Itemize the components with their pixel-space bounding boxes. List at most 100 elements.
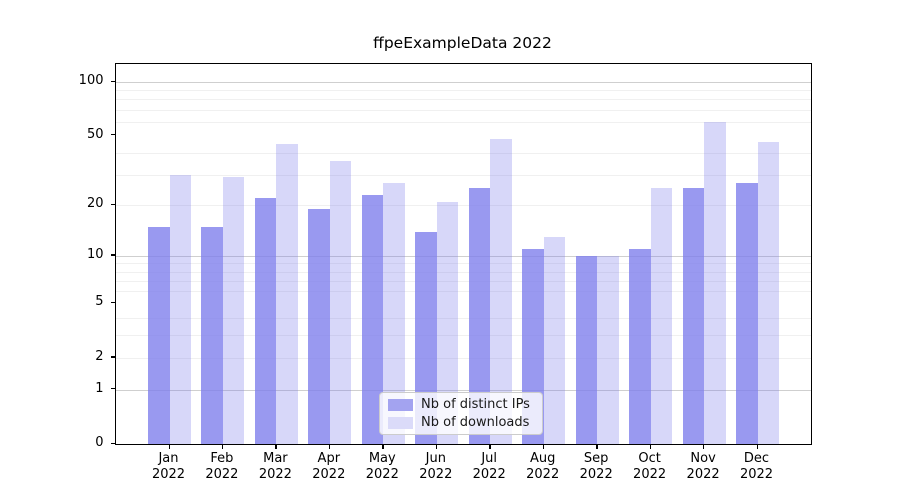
y-axis-tick-label: 20: [86, 196, 104, 212]
bar-distinct-ips-sep: [575, 255, 598, 444]
bar-downloads-feb: [222, 177, 245, 444]
y-axis-tick-mark: [110, 80, 115, 82]
minor-gridline: [116, 280, 811, 282]
x-tick-year: 2022: [686, 467, 720, 482]
x-axis-tick-mark: [275, 444, 277, 449]
x-axis-tick-label: Oct 2022: [620, 451, 680, 483]
legend-label-distinct-ips: Nb of distinct IPs: [421, 397, 530, 412]
x-axis-tick-label: Nov 2022: [673, 451, 733, 483]
bar-downloads-jul: [490, 138, 512, 444]
x-tick-month: Apr: [317, 451, 341, 466]
x-tick-year: 2022: [151, 467, 186, 482]
x-tick-year: 2022: [633, 467, 667, 482]
minor-gridline: [116, 174, 811, 176]
bar-distinct-ips-jun: [415, 231, 437, 444]
y-axis-tick-label: 50: [86, 126, 104, 142]
y-axis-tick-mark: [110, 134, 115, 136]
legend-swatch-distinct-ips: [388, 398, 413, 411]
minor-gridline: [116, 271, 811, 273]
x-axis-tick-mark: [703, 444, 705, 449]
y-axis-tick-label: 5: [95, 294, 104, 310]
x-tick-month: Jun: [425, 451, 446, 466]
minor-gridline: [116, 109, 811, 111]
bar-downloads-nov: [704, 121, 726, 444]
bar-downloads-sep: [597, 255, 619, 444]
x-axis-tick-label: Mar 2022: [245, 451, 305, 483]
major-gridline: [116, 255, 811, 257]
chart-title: ffpeExampleData 2022: [373, 34, 552, 52]
bar-distinct-ips-feb: [201, 226, 223, 444]
x-tick-year: 2022: [526, 467, 560, 482]
x-tick-month: Sep: [583, 451, 609, 466]
minor-gridline: [116, 90, 811, 92]
x-tick-year: 2022: [579, 467, 613, 482]
x-tick-month: Mar: [263, 451, 288, 466]
bar-downloads-jan: [169, 174, 191, 444]
x-axis-tick-label: Dec 2022: [727, 451, 787, 483]
y-axis-tick-mark: [110, 203, 115, 206]
y-axis-tick-label: 10: [86, 246, 104, 262]
y-axis-tick-mark: [110, 356, 115, 358]
bar-downloads-jun: [436, 201, 459, 444]
major-gridline: [116, 82, 811, 83]
bar-distinct-ips-mar: [254, 198, 277, 444]
bar-downloads-dec: [757, 142, 779, 444]
plot-area: [115, 63, 812, 445]
x-axis-tick-label: Jul 2022: [459, 451, 519, 483]
minor-gridline: [116, 263, 811, 265]
y-axis-tick-mark: [110, 254, 115, 256]
x-tick-month: Feb: [210, 451, 234, 466]
x-axis-tick-mark: [328, 444, 331, 449]
bar-distinct-ips-jul: [468, 188, 491, 444]
x-axis-tick-mark: [435, 444, 438, 449]
bar-distinct-ips-jan: [148, 226, 170, 444]
x-tick-year: 2022: [739, 467, 774, 482]
x-tick-month: Jan: [158, 451, 179, 466]
bar-distinct-ips-dec: [736, 182, 758, 444]
bars-layer: [116, 64, 811, 444]
legend-label-downloads: Nb of downloads: [421, 415, 530, 430]
x-tick-year: 2022: [205, 467, 239, 482]
bar-downloads-mar: [276, 143, 298, 444]
x-axis-tick-label: Sep 2022: [566, 451, 626, 483]
x-tick-year: 2022: [312, 467, 346, 482]
x-tick-month: May: [368, 451, 396, 466]
x-tick-month: Oct: [638, 451, 661, 466]
legend-item-downloads: Nb of downloads: [388, 415, 534, 430]
x-axis-tick-label: Jan 2022: [139, 451, 199, 483]
x-tick-month: Jul: [481, 451, 498, 466]
minor-gridline: [116, 335, 811, 337]
y-axis-tick-label: 2: [95, 348, 104, 364]
x-axis-tick-mark: [596, 444, 598, 449]
x-tick-year: 2022: [258, 467, 292, 482]
y-axis-tick-label: 1: [95, 380, 104, 396]
x-axis-tick-label: Feb 2022: [192, 451, 252, 483]
y-axis-tick-label: 0: [95, 435, 104, 450]
x-axis-tick-mark: [221, 444, 224, 449]
x-axis-tick-mark: [649, 444, 651, 449]
legend-item-distinct-ips: Nb of distinct IPs: [388, 397, 534, 412]
x-tick-year: 2022: [472, 467, 506, 482]
x-tick-month: Nov: [690, 451, 716, 466]
x-axis-tick-label: Jun 2022: [406, 451, 466, 483]
y-axis-tick-mark: [110, 301, 115, 304]
x-axis-tick-mark: [542, 444, 545, 449]
bar-downloads-aug: [543, 237, 566, 444]
minor-gridline: [116, 317, 811, 319]
bar-downloads-apr: [329, 160, 352, 444]
minor-gridline: [116, 99, 811, 101]
x-axis-tick-label: Aug 2022: [513, 451, 573, 483]
bar-distinct-ips-apr: [308, 209, 330, 444]
x-tick-month: Aug: [529, 451, 556, 466]
bar-distinct-ips-may: [361, 194, 384, 444]
x-axis-tick-mark: [382, 444, 384, 449]
x-tick-year: 2022: [419, 467, 453, 482]
x-axis-tick-mark: [168, 444, 170, 449]
x-axis-tick-label: May 2022: [352, 451, 412, 483]
minor-gridline: [116, 205, 811, 207]
minor-gridline: [116, 152, 811, 154]
y-axis-tick-label: 100: [78, 73, 104, 88]
x-axis-tick-mark: [756, 444, 758, 449]
x-axis-tick-label: Apr 2022: [299, 451, 359, 483]
major-gridline: [116, 389, 811, 391]
